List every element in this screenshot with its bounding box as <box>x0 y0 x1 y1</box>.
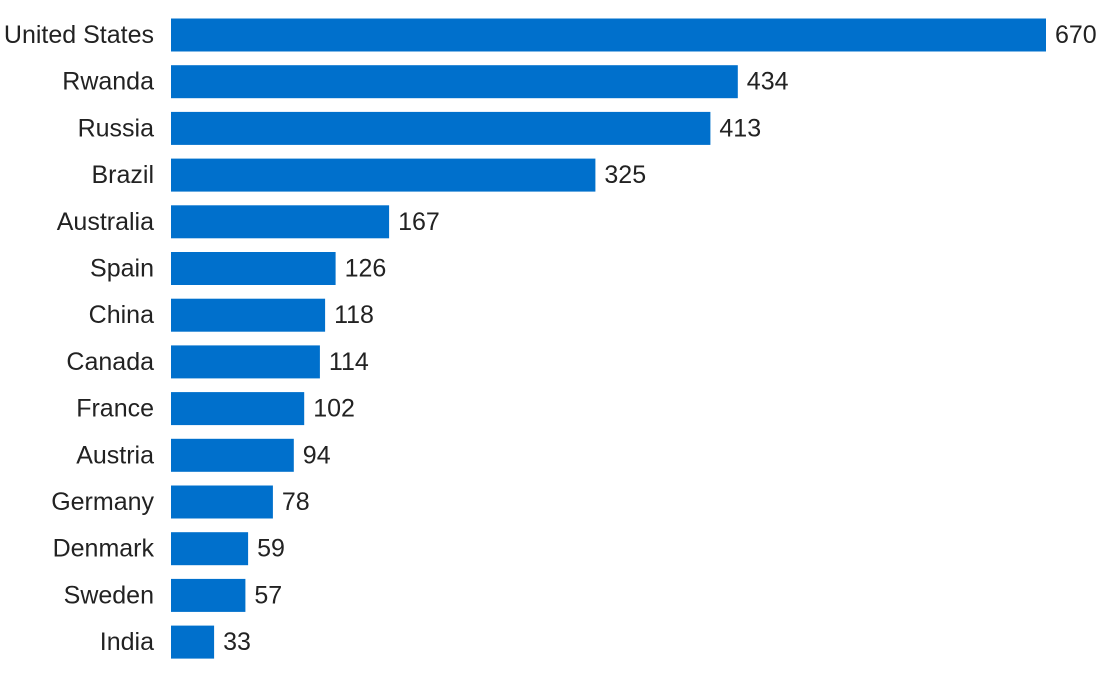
category-label-canada: Canada <box>66 348 154 376</box>
category-label-china: China <box>89 301 154 329</box>
value-label-india: 33 <box>223 628 251 656</box>
category-label-france: France <box>76 395 154 423</box>
value-label-france: 102 <box>313 395 355 423</box>
category-label-germany: Germany <box>51 488 154 516</box>
value-label-spain: 126 <box>345 255 387 283</box>
bar-spain <box>171 252 336 285</box>
category-label-india: India <box>100 628 154 656</box>
bar-india <box>171 625 215 659</box>
bars-group <box>171 18 1046 659</box>
value-label-australia: 167 <box>398 208 440 236</box>
category-label-sweden: Sweden <box>64 581 154 609</box>
value-label-rwanda: 434 <box>747 68 789 96</box>
category-label-australia: Australia <box>57 208 154 236</box>
category-label-denmark: Denmark <box>53 535 155 563</box>
bar-china <box>171 298 326 332</box>
bar-australia <box>171 205 390 239</box>
bar-canada <box>171 345 320 379</box>
bar-france <box>171 392 305 426</box>
bar-rwanda <box>171 65 738 99</box>
category-label-united-states: United States <box>4 21 154 49</box>
bar-united-states <box>171 18 1046 52</box>
category-label-austria: Austria <box>76 441 154 469</box>
category-label-russia: Russia <box>78 114 155 142</box>
bar-russia <box>171 111 711 145</box>
category-labels-group: United States Rwanda Russia Brazil Australia… <box>4 21 155 656</box>
bar-sweden <box>171 578 246 612</box>
category-label-rwanda: Rwanda <box>62 68 154 96</box>
value-label-brazil: 325 <box>604 161 646 189</box>
value-label-sweden: 57 <box>254 581 282 609</box>
value-label-china: 118 <box>334 301 374 329</box>
value-label-united-states: 670 <box>1055 21 1097 49</box>
bar-denmark <box>171 532 249 566</box>
value-label-austria: 94 <box>303 441 331 469</box>
value-label-germany: 78 <box>282 488 310 516</box>
bar-brazil <box>171 158 596 192</box>
value-label-canada: 114 <box>329 348 369 376</box>
value-label-russia: 413 <box>719 114 761 142</box>
bar-germany <box>171 485 273 519</box>
category-label-spain: Spain <box>90 255 154 283</box>
bar-austria <box>171 438 294 472</box>
value-label-denmark: 59 <box>257 535 285 563</box>
category-label-brazil: Brazil <box>91 161 154 189</box>
